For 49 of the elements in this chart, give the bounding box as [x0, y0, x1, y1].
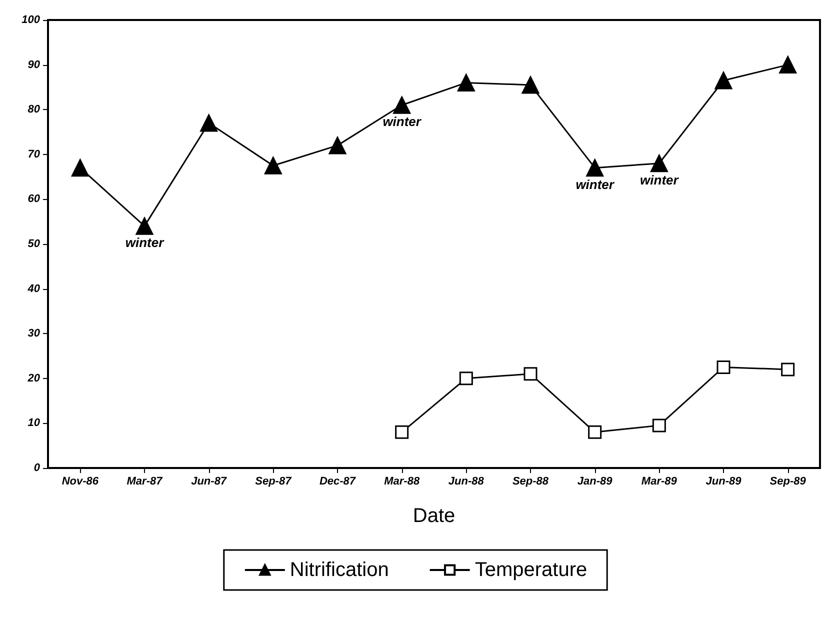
y-tick-label: 10: [28, 417, 41, 430]
point: [524, 367, 538, 381]
point: [714, 72, 732, 90]
point: [459, 372, 473, 386]
point: [588, 425, 602, 439]
y-tick-label: 90: [28, 58, 41, 71]
point: [393, 96, 411, 114]
annotation: winter: [125, 235, 165, 250]
x-tick-label: Jun-88: [448, 476, 485, 488]
point: [264, 156, 282, 174]
point: [328, 136, 346, 154]
y-tick-label: 30: [28, 328, 41, 340]
x-tick-label: Sep-87: [255, 476, 292, 488]
y-tick-label: 70: [28, 148, 41, 160]
x-tick-label: Mar-88: [384, 476, 420, 488]
y-tick-label: 40: [26, 282, 41, 295]
x-tick-label: Sep-89: [770, 476, 807, 488]
legend-label: Nitrification: [290, 559, 389, 581]
x-tick-label: Nov-86: [62, 476, 100, 488]
y-tick-label: 0: [34, 462, 41, 474]
y-tick-label: 80: [28, 104, 41, 116]
point: [650, 154, 668, 172]
point: [200, 114, 218, 132]
point: [136, 217, 154, 235]
point: [586, 159, 604, 177]
x-tick-label: Jun-87: [191, 476, 228, 488]
point: [652, 418, 666, 432]
point: [457, 74, 475, 92]
y-tick-label: 50: [28, 238, 41, 250]
point: [395, 425, 409, 439]
point: [781, 362, 795, 376]
point: [522, 76, 540, 94]
legend-label: Temperature: [474, 559, 588, 581]
x-tick-label: Mar-87: [126, 476, 164, 488]
x-tick-label: Dec-87: [319, 476, 356, 488]
annotation: winter: [382, 114, 422, 130]
y-tick-label: 100: [22, 14, 41, 26]
x-tick-label: Jun-89: [706, 476, 742, 488]
y-tick-label: 20: [26, 372, 41, 384]
point: [716, 360, 730, 374]
x-tick-label: Sep-88: [512, 476, 550, 488]
x-tick-label: Jan-89: [577, 476, 614, 488]
point: [71, 159, 89, 177]
x-axis-title: Date: [412, 505, 456, 527]
x-tick-label: Mar-89: [641, 476, 678, 488]
annotation: winter: [640, 172, 680, 188]
point: [779, 56, 797, 74]
y-tick-label: 60: [28, 193, 41, 206]
annotation: winter: [576, 176, 615, 192]
